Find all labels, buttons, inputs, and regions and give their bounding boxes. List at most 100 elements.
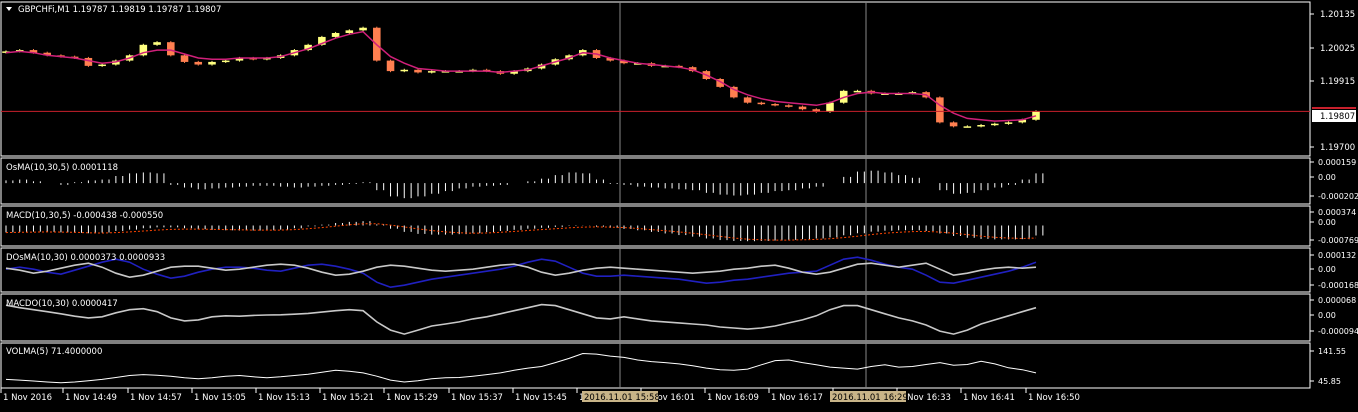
main-frame — [0, 1, 1311, 157]
candle-body — [936, 97, 944, 123]
time-tick-label: 1 Nov 16:01 — [643, 393, 695, 403]
price-tick-label: 1.19700 — [1320, 143, 1355, 153]
indicator-tick-label: 0.000159 — [1318, 158, 1356, 167]
price-axis[interactable]: 1.201351.200251.199151.198071.197000.000… — [1310, 10, 1358, 386]
candle-body — [757, 102, 766, 105]
candle-body — [318, 36, 326, 45]
indicator-tick-label: -0.000094 — [1318, 327, 1358, 336]
time-tick-label: 1 Nov 15:29 — [386, 393, 438, 403]
price-tick-label: 1.19915 — [1320, 77, 1355, 87]
candle-body — [1018, 119, 1027, 123]
candle-body — [167, 42, 175, 56]
candle-body — [208, 61, 216, 65]
bid-marker — [1312, 107, 1356, 109]
candle-body — [400, 69, 409, 72]
candle-body — [180, 55, 189, 62]
candle-body — [153, 42, 161, 45]
candle-body — [345, 30, 354, 33]
candle-body — [221, 60, 230, 63]
candle-body — [977, 125, 985, 127]
time-tick-label: 1 Nov 14:57 — [130, 393, 182, 403]
candle-body — [414, 69, 422, 73]
crosshair-time-badge — [582, 391, 658, 402]
crosshair-lines — [619, 2, 867, 388]
indicator-tick-label: -0.000202 — [1318, 192, 1358, 201]
pane-frames — [0, 1, 1311, 389]
candle-body — [43, 52, 51, 56]
candle-body — [620, 60, 628, 64]
dosma-blue-line — [5, 256, 1037, 289]
macdo-label: MACDO(10,30) 0.0000417 — [6, 299, 118, 309]
indicator-tick-label: 0.00 — [1318, 173, 1336, 182]
signal-line — [5, 223, 1037, 241]
indicator-tick-label: 0.00 — [1318, 311, 1336, 320]
indicator-tick-label: 0.00 — [1318, 218, 1336, 227]
candle-body — [139, 44, 148, 56]
time-tick-label: 1 Nov 16:50 — [1028, 393, 1080, 403]
candle-body — [98, 64, 106, 67]
indicator-tick-label: -0.000168 — [1318, 281, 1358, 290]
indicator-tick-label: -0.000769 — [1318, 236, 1358, 245]
time-tick-label: 1 Nov 2016 — [3, 393, 52, 403]
crosshair-time-badge — [830, 391, 906, 402]
volma-pane[interactable] — [5, 352, 1037, 384]
chart-title: GBPCHFi,M1 1.19787 1.19819 1.19787 1.198… — [6, 5, 221, 15]
candle-body — [29, 50, 38, 53]
candle-body — [331, 32, 340, 37]
moving-average-line — [5, 30, 1037, 122]
time-tick-label: 1 Nov 16:09 — [707, 393, 759, 403]
osma-pane[interactable] — [5, 170, 1044, 199]
osma-label: OsMA(10,30,5) 0.0001118 — [6, 163, 118, 173]
indicator-tick-label: 45.85 — [1318, 377, 1341, 386]
candle-body — [455, 71, 463, 73]
chart-title-text: GBPCHFi,M1 1.19787 1.19819 1.19787 1.198… — [18, 5, 221, 15]
macdo-pane[interactable] — [5, 303, 1037, 335]
dosma-pane[interactable] — [5, 256, 1037, 289]
volma-line — [5, 352, 1037, 384]
indicator-tick-label: 0.00 — [1318, 265, 1336, 274]
candle-body — [826, 102, 834, 112]
macdo-line — [5, 303, 1037, 335]
candle-body — [798, 106, 807, 110]
indicator-tick-label: 141.55 — [1318, 347, 1346, 356]
candle-body — [963, 126, 972, 128]
crosshair-time-label: 2016.11.01 15:58 — [584, 393, 660, 403]
candle-body — [606, 57, 615, 61]
last-price-badge — [1312, 110, 1356, 122]
time-tick-label: 1 Nov 16:33 — [899, 393, 951, 403]
candle-body — [949, 122, 958, 127]
macd-frame — [0, 205, 1311, 247]
chart-menu-triangle-icon[interactable] — [6, 7, 12, 11]
time-tick-label: 1 Nov 15:45 — [515, 393, 567, 403]
candle-body — [633, 63, 642, 65]
dosma-label: DOsMA(10,30) 0.0000373 0.0000933 — [6, 253, 165, 263]
candle-body — [1004, 122, 1013, 124]
candle-body — [853, 90, 862, 93]
volma-label: VOLMA(5) 71.4000000 — [6, 347, 102, 357]
candle-body — [359, 27, 367, 31]
candle-body — [743, 97, 752, 103]
macdo-frame — [0, 293, 1311, 342]
dosma-white-line — [5, 262, 1037, 279]
candle-body — [194, 61, 203, 65]
candlestick-series — [2, 26, 1040, 128]
candle-body — [441, 71, 450, 73]
price-pane[interactable] — [1, 26, 1310, 128]
time-tick-label: 1 Nov 15:37 — [451, 393, 503, 403]
macd-pane[interactable] — [5, 221, 1044, 242]
time-axis[interactable]: 1 Nov 2016 1 Nov 14:49 1 Nov 14:57 1 Nov 15… — [0, 388, 1080, 403]
time-tick-label: 1 Nov 16:17 — [771, 393, 823, 403]
dosma-frame — [0, 247, 1311, 293]
crosshair-time-label: 2016.11.01 16:29 — [832, 393, 908, 403]
macd-label: MACD(10,30,5) -0.000438 -0.000550 — [6, 211, 163, 221]
indicator-tick-label: 0.000132 — [1318, 251, 1356, 260]
indicator-tick-label: 0.000374 — [1318, 208, 1356, 217]
time-tick-label: 1 Nov 16:41 — [963, 393, 1015, 403]
candle-body — [716, 79, 724, 87]
time-tick-label: 1 Nov 14:49 — [65, 393, 117, 403]
price-tick-label: 1.20135 — [1320, 10, 1355, 20]
candle-body — [84, 57, 93, 66]
candle-body — [812, 109, 821, 112]
